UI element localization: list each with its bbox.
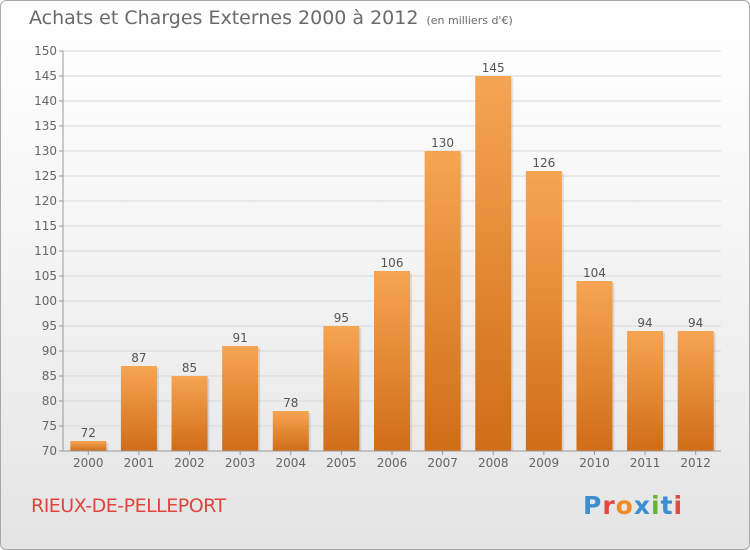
bar-layer: 72 87 85 91 78 95 106 130 145 126 104 94 94 bbox=[70, 61, 716, 451]
x-tick-label: 2001 bbox=[124, 456, 155, 470]
x-tick-label: 2010 bbox=[579, 456, 610, 470]
bar bbox=[374, 271, 410, 451]
y-tick-label: 130 bbox=[34, 144, 57, 158]
x-tick-label: 2003 bbox=[225, 456, 256, 470]
logo-letter: t bbox=[660, 491, 674, 520]
x-tick-label: 2009 bbox=[529, 456, 560, 470]
x-tick-label: 2004 bbox=[275, 456, 306, 470]
data-label: 91 bbox=[233, 331, 248, 345]
data-label: 85 bbox=[182, 361, 197, 375]
axis-layer: 70 75 80 85 90 95 100 105 110 115 120 125 130 135 140 1… bbox=[34, 44, 721, 470]
data-label: 126 bbox=[532, 156, 555, 170]
chart-title: Achats et Charges Externes 2000 à 2012 (e… bbox=[29, 7, 513, 29]
y-tick-label: 75 bbox=[42, 419, 57, 433]
y-tick-label: 95 bbox=[42, 319, 57, 333]
y-tick-label: 140 bbox=[34, 94, 57, 108]
bar bbox=[120, 366, 157, 451]
bar bbox=[272, 411, 309, 451]
data-label: 94 bbox=[637, 316, 652, 330]
y-tick-label: 145 bbox=[34, 69, 57, 83]
y-tick-label: 120 bbox=[34, 194, 57, 208]
x-tick-label: 2012 bbox=[680, 456, 711, 470]
y-tick-label: 125 bbox=[34, 169, 57, 183]
bar bbox=[677, 331, 714, 451]
logo-letter: i bbox=[673, 491, 684, 520]
x-tick-label: 2000 bbox=[73, 456, 104, 470]
logo-letter: i bbox=[651, 491, 661, 520]
data-label: 106 bbox=[381, 256, 404, 270]
data-label: 72 bbox=[81, 426, 96, 440]
data-label: 87 bbox=[131, 351, 146, 365]
bar bbox=[525, 171, 562, 451]
y-tick-label: 150 bbox=[34, 44, 57, 58]
data-label: 130 bbox=[431, 136, 454, 150]
y-tick-label: 135 bbox=[34, 119, 57, 133]
x-tick-label: 2006 bbox=[377, 456, 408, 470]
data-label: 104 bbox=[583, 266, 606, 280]
y-tick-label: 115 bbox=[34, 219, 57, 233]
proxiti-logo: Proxiti bbox=[583, 491, 683, 520]
commune-name: RIEUX-DE-PELLEPORT bbox=[31, 495, 226, 517]
y-tick-label: 70 bbox=[42, 444, 57, 458]
data-label: 78 bbox=[283, 396, 298, 410]
chart-unit: (en milliers d'€) bbox=[426, 14, 513, 27]
x-tick-label: 2011 bbox=[630, 456, 661, 470]
bar bbox=[222, 346, 259, 451]
x-tick-label: 2002 bbox=[174, 456, 205, 470]
bar bbox=[627, 331, 664, 451]
x-tick-label: 2008 bbox=[478, 456, 509, 470]
data-label: 95 bbox=[334, 311, 349, 325]
y-tick-label: 100 bbox=[34, 294, 57, 308]
y-tick-label: 80 bbox=[42, 394, 57, 408]
logo-letter: r bbox=[602, 491, 616, 520]
data-label: 145 bbox=[482, 61, 505, 75]
bar bbox=[70, 441, 107, 451]
y-tick-label: 110 bbox=[34, 244, 57, 258]
y-tick-label: 105 bbox=[34, 269, 57, 283]
logo-letter: P bbox=[583, 491, 603, 520]
bar bbox=[424, 151, 461, 451]
logo-letter: o bbox=[615, 491, 634, 520]
y-tick-label: 90 bbox=[42, 344, 57, 358]
y-tick-label: 85 bbox=[42, 369, 57, 383]
x-tick-label: 2005 bbox=[326, 456, 357, 470]
bar bbox=[171, 376, 208, 451]
bar bbox=[475, 76, 512, 451]
logo-letter: x bbox=[633, 491, 651, 520]
bar bbox=[576, 281, 613, 451]
data-label: 94 bbox=[688, 316, 703, 330]
chart-title-text: Achats et Charges Externes 2000 à 2012 bbox=[29, 7, 419, 29]
x-tick-label: 2007 bbox=[427, 456, 458, 470]
bar bbox=[323, 326, 360, 451]
